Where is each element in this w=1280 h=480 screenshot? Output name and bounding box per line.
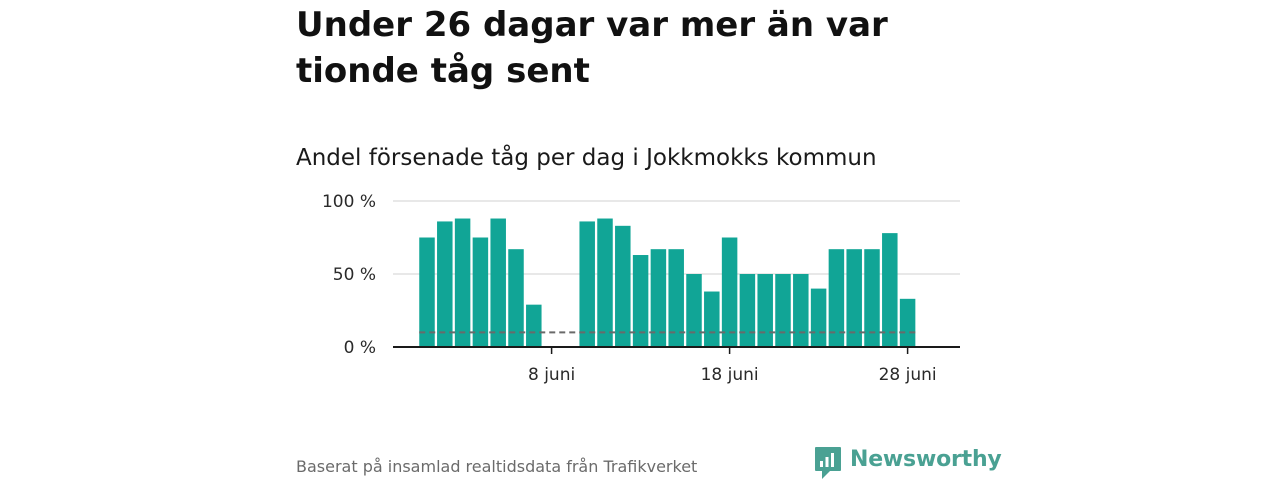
bar-day-21 — [775, 274, 791, 347]
bar-day-23 — [810, 288, 827, 347]
bar-chart: 0 % 50 % 100 % 8 juni 18 juni 28 juni — [322, 192, 960, 385]
newsworthy-logo: Newsworthy — [814, 446, 1002, 480]
bar-day-27 — [882, 233, 898, 347]
bar-day-6 — [508, 249, 524, 347]
bar-day-11 — [597, 218, 613, 347]
x-tick-label: 28 juni — [879, 365, 937, 385]
bar-day-15 — [668, 249, 684, 347]
bar-day-28 — [899, 298, 916, 347]
bar-day-10 — [579, 221, 595, 347]
x-tick-label: 8 juni — [528, 365, 575, 385]
y-tick-label: 100 % — [322, 192, 376, 212]
bar-day-20 — [757, 274, 773, 347]
bar-day-1 — [419, 237, 435, 347]
source-note: Baserat på insamlad realtidsdata från Tr… — [296, 457, 698, 476]
newsworthy-logo-icon — [815, 447, 841, 479]
chart-title: Under 26 dagar var mer än var tionde tåg… — [296, 5, 888, 91]
bar-day-25 — [846, 249, 862, 347]
bar-day-16 — [686, 274, 702, 347]
bar-day-14 — [650, 249, 667, 347]
bar-day-2 — [437, 221, 453, 347]
axes: 0 % 50 % 100 % 8 juni 18 juni 28 juni — [322, 192, 960, 385]
bar-day-26 — [864, 249, 880, 347]
bar-day-3 — [454, 218, 471, 347]
bar-day-5 — [490, 218, 506, 347]
y-tick-label: 0 % — [344, 338, 376, 358]
bar-day-22 — [793, 274, 809, 347]
bar-day-13 — [632, 255, 649, 347]
bars — [419, 218, 916, 347]
chart-subtitle: Andel försenade tåg per dag i Jokkmokks … — [296, 145, 877, 171]
bar-day-12 — [615, 225, 631, 347]
bar-day-4 — [472, 237, 489, 347]
bar-day-19 — [739, 274, 756, 347]
bar-day-7 — [526, 304, 542, 347]
bar-day-17 — [704, 291, 720, 347]
y-tick-label: 50 % — [333, 265, 376, 285]
bar-day-18 — [721, 237, 738, 347]
bar-day-24 — [828, 249, 845, 347]
x-tick-label: 18 juni — [701, 365, 759, 385]
newsworthy-logo-text: Newsworthy — [850, 447, 1002, 472]
